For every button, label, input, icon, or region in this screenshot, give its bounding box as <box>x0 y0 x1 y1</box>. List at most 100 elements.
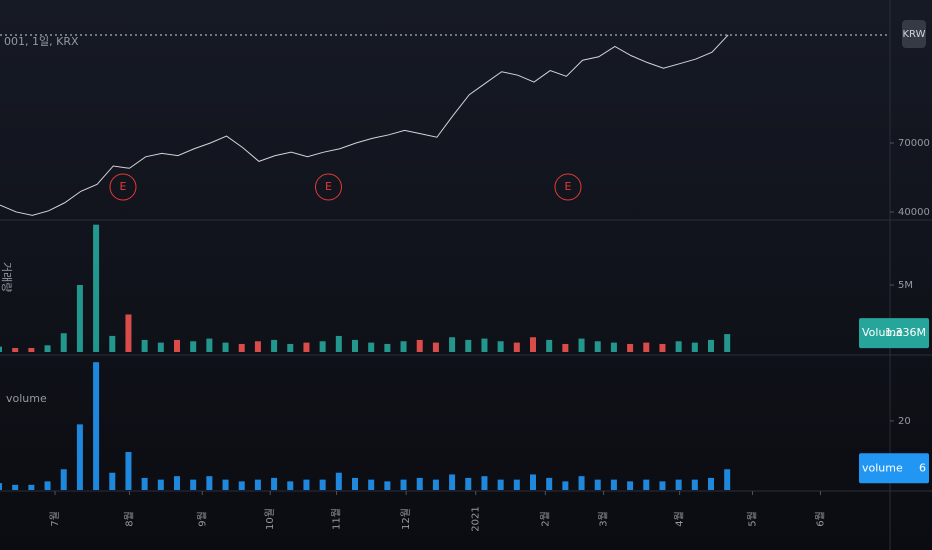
volume-bar <box>610 479 617 490</box>
x-tick-label: 4월 <box>674 511 686 527</box>
volume-bar <box>497 341 504 352</box>
volume-bar <box>254 479 261 490</box>
volume-bar <box>60 333 67 352</box>
volume-bar <box>465 477 472 490</box>
volume-bar <box>287 481 294 490</box>
volume-bar <box>174 476 180 490</box>
volume-bar <box>287 343 294 352</box>
volume-bar <box>368 342 375 352</box>
x-tick-label: 6월 <box>814 511 826 527</box>
volume-bar <box>659 481 666 490</box>
currency-badge[interactable] <box>902 20 926 48</box>
volume-bar <box>0 483 2 490</box>
volume-bar <box>627 343 634 352</box>
volume-bar <box>157 479 164 490</box>
volume-bar <box>76 424 83 490</box>
volume-bar <box>28 484 35 490</box>
volume-bar <box>271 339 278 352</box>
volume-bar <box>109 335 116 352</box>
volume-bar <box>530 337 536 352</box>
volume-bar <box>206 476 213 490</box>
volume-bar <box>238 481 245 490</box>
volume-bar <box>594 341 601 352</box>
volume-bar <box>222 342 229 352</box>
volume-bar <box>12 484 19 490</box>
volume-bar <box>190 341 197 352</box>
volume-bar <box>432 342 439 352</box>
chart-title: 001, 1일, KRX <box>4 34 79 48</box>
volume-bar <box>141 339 148 352</box>
currency[interactable]: KRW <box>903 29 926 40</box>
volume-bar <box>352 477 358 490</box>
volume-bar <box>643 479 650 490</box>
volume-bar <box>109 472 116 490</box>
volume-bar <box>432 479 439 490</box>
volume-bar <box>513 342 520 352</box>
volume-bar <box>157 342 164 352</box>
volume-bar <box>93 224 100 352</box>
volume-bar <box>659 343 666 352</box>
volume-bar <box>578 338 585 352</box>
x-tick-label: 5월 <box>746 511 758 527</box>
volume-bar <box>562 343 569 352</box>
volume-bar <box>125 452 132 490</box>
volume-bar <box>546 477 553 490</box>
y-tick-label: 5M <box>898 280 913 291</box>
volume-bar <box>675 479 682 490</box>
volume-bar <box>708 339 714 352</box>
volume-bar <box>93 362 100 490</box>
volume-bar <box>675 341 682 352</box>
x-tick-label: 2월 <box>539 511 551 527</box>
volume-bar <box>465 339 472 352</box>
volume-bar <box>352 339 358 352</box>
volume-bar <box>303 479 310 490</box>
volume-bar <box>546 339 553 352</box>
volume-bar <box>44 481 51 490</box>
x-tick-label: 11월 <box>331 508 343 530</box>
volume-bar <box>0 346 2 352</box>
volume-bar <box>643 342 650 352</box>
x-tick-label: 2021 <box>471 506 482 531</box>
x-tick-label: 7월 <box>49 511 61 527</box>
volume-bar <box>691 479 698 490</box>
y-tick-label: 20 <box>898 416 911 427</box>
last-value: 6 <box>919 461 926 474</box>
volume-bar <box>141 477 148 490</box>
event-marker <box>109 173 137 201</box>
x-tick-label: 12월 <box>400 508 412 530</box>
volume-bar <box>578 476 585 490</box>
volume-bar <box>319 479 326 490</box>
volume-bar <box>60 469 67 490</box>
last-value-badge <box>859 453 929 484</box>
volume-bar <box>190 479 197 490</box>
volume-bar <box>125 314 132 352</box>
volume-bar <box>497 479 504 490</box>
volume-bar <box>28 347 35 352</box>
price-line <box>0 34 729 216</box>
event-marker <box>314 173 342 201</box>
volume-bar <box>724 334 731 352</box>
volume-bar <box>384 343 391 352</box>
volume-bar <box>174 339 180 352</box>
event-marker <box>554 173 582 201</box>
y-tick-label: 40000 <box>898 207 930 218</box>
volume-bar <box>416 339 423 352</box>
event-label: E <box>120 180 127 193</box>
volume-bar <box>594 479 601 490</box>
volume-bar <box>238 343 245 352</box>
volume-bar <box>76 284 83 352</box>
volume-bar <box>416 477 423 490</box>
last-value: 1.336M <box>885 326 926 339</box>
volume-bar <box>271 477 278 490</box>
volume-bar <box>481 476 488 490</box>
event-label: E <box>325 180 332 193</box>
volume-bar <box>335 335 342 352</box>
volume-bar <box>400 341 407 352</box>
volume-bar <box>384 481 391 490</box>
volume-bar <box>254 341 261 352</box>
volume-bar <box>481 338 488 352</box>
y-tick-label: 70000 <box>898 138 930 149</box>
volume-bar <box>627 481 634 490</box>
